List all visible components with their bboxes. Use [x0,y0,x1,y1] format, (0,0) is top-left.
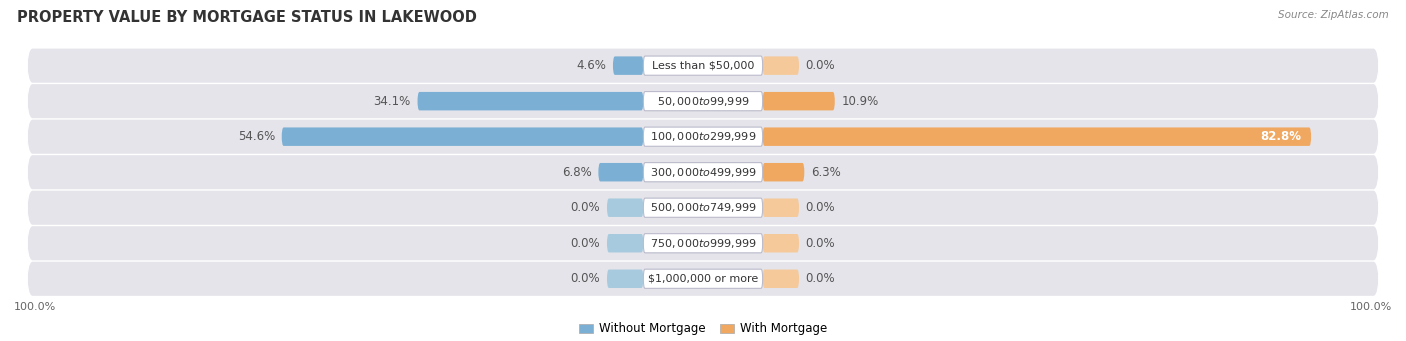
FancyBboxPatch shape [27,191,1379,225]
FancyBboxPatch shape [607,234,644,252]
Text: Less than $50,000: Less than $50,000 [652,61,754,71]
Text: Source: ZipAtlas.com: Source: ZipAtlas.com [1278,10,1389,20]
FancyBboxPatch shape [644,56,762,75]
FancyBboxPatch shape [644,198,762,217]
FancyBboxPatch shape [644,163,762,182]
Legend: Without Mortgage, With Mortgage: Without Mortgage, With Mortgage [574,318,832,340]
Text: $300,000 to $499,999: $300,000 to $499,999 [650,166,756,179]
FancyBboxPatch shape [27,84,1379,118]
Text: 0.0%: 0.0% [806,201,835,214]
FancyBboxPatch shape [27,155,1379,189]
FancyBboxPatch shape [281,128,644,146]
FancyBboxPatch shape [418,92,644,110]
FancyBboxPatch shape [613,56,644,75]
FancyBboxPatch shape [27,120,1379,154]
FancyBboxPatch shape [762,234,799,252]
Text: 34.1%: 34.1% [374,95,411,108]
FancyBboxPatch shape [762,198,799,217]
Text: $750,000 to $999,999: $750,000 to $999,999 [650,237,756,250]
Text: $50,000 to $99,999: $50,000 to $99,999 [657,95,749,108]
FancyBboxPatch shape [644,269,762,288]
Text: 0.0%: 0.0% [806,59,835,72]
Text: 4.6%: 4.6% [576,59,606,72]
FancyBboxPatch shape [599,163,644,181]
FancyBboxPatch shape [762,163,804,181]
FancyBboxPatch shape [607,198,644,217]
Text: 100.0%: 100.0% [1350,302,1392,312]
Text: $500,000 to $749,999: $500,000 to $749,999 [650,201,756,214]
FancyBboxPatch shape [644,234,762,253]
Text: 0.0%: 0.0% [806,237,835,250]
Text: 0.0%: 0.0% [571,201,600,214]
FancyBboxPatch shape [644,127,762,146]
Text: 54.6%: 54.6% [238,130,276,143]
FancyBboxPatch shape [644,92,762,111]
Text: 6.3%: 6.3% [811,166,841,179]
FancyBboxPatch shape [762,128,1312,146]
FancyBboxPatch shape [27,262,1379,296]
FancyBboxPatch shape [27,48,1379,83]
Text: 0.0%: 0.0% [571,237,600,250]
FancyBboxPatch shape [762,92,835,110]
Text: 6.8%: 6.8% [562,166,592,179]
FancyBboxPatch shape [607,269,644,288]
FancyBboxPatch shape [762,56,799,75]
Text: 82.8%: 82.8% [1260,130,1301,143]
Text: 0.0%: 0.0% [571,272,600,285]
Text: PROPERTY VALUE BY MORTGAGE STATUS IN LAKEWOOD: PROPERTY VALUE BY MORTGAGE STATUS IN LAK… [17,10,477,25]
FancyBboxPatch shape [762,269,799,288]
FancyBboxPatch shape [27,226,1379,260]
Text: $100,000 to $299,999: $100,000 to $299,999 [650,130,756,143]
Text: 0.0%: 0.0% [806,272,835,285]
Text: $1,000,000 or more: $1,000,000 or more [648,274,758,284]
Text: 100.0%: 100.0% [14,302,56,312]
Text: 10.9%: 10.9% [841,95,879,108]
